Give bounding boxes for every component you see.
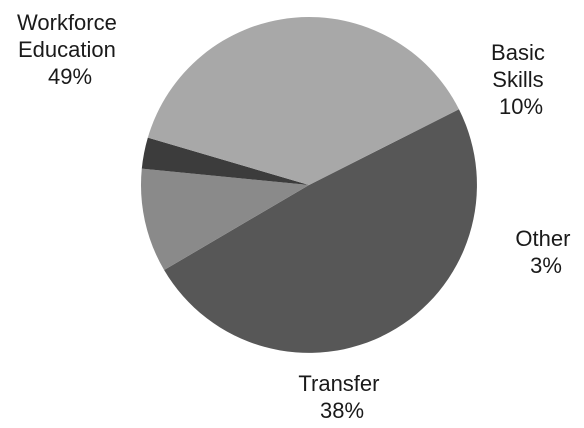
slice-label-basic-skills: Basic Skills 10%: [491, 40, 551, 119]
pie-slice-workforce-education: [164, 109, 477, 353]
pie-slice-basic-skills: [140, 168, 309, 271]
slice-label-workforce-education: Workforce Education 49%: [17, 10, 123, 89]
slice-label-other: Other 3%: [515, 226, 576, 278]
pie-slice-transfer: [147, 17, 459, 186]
pie-labels: Workforce Education 49% Basic Skills 10%…: [17, 10, 576, 423]
pie-slice-other: [141, 137, 309, 185]
slice-label-transfer: Transfer 38%: [298, 371, 385, 423]
pie-slices: [140, 17, 477, 353]
